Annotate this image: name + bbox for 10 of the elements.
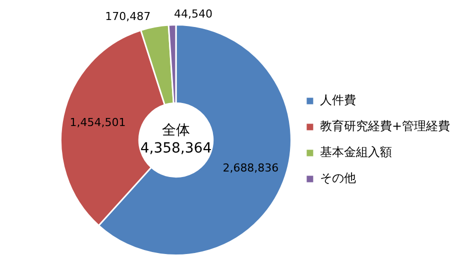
data-label: 2,688,836 (222, 162, 279, 175)
text: 全体 (162, 122, 190, 139)
data-label: 44,540 (174, 8, 212, 21)
legend-label: 基本金組入額 (320, 145, 392, 160)
data-label: 1,454,501 (70, 116, 126, 129)
legend-label: 人件費 (320, 93, 356, 108)
text: 4,358,364 (140, 140, 212, 157)
legend-label: その他 (320, 171, 356, 186)
legend-label: 教育研究経費+管理経費 (320, 119, 450, 134)
data-label: 170,487 (105, 10, 151, 23)
